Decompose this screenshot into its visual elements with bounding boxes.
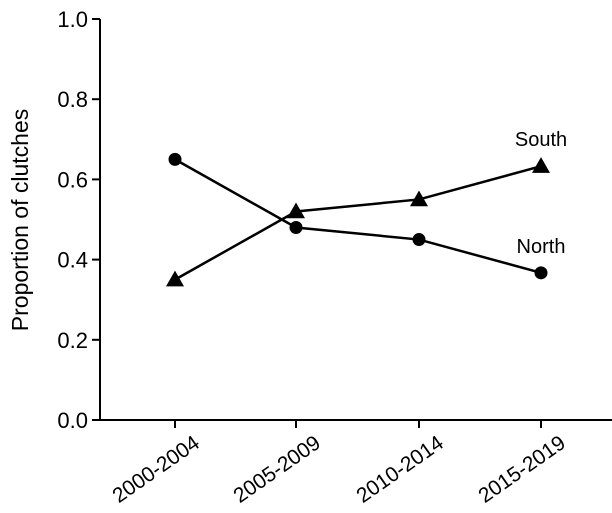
axes	[99, 19, 612, 421]
y-tick-label: 0.6	[57, 167, 88, 192]
x-tick-label: 2015-2019	[474, 431, 569, 507]
y-tick-label: 0.2	[57, 328, 88, 353]
y-tick-label: 1.0	[57, 7, 88, 32]
x-ticks: 2000-2004 2005-2009 2010-2014 2015-2019	[108, 420, 570, 508]
data-point-circle	[289, 221, 303, 235]
data-point-triangle	[287, 202, 305, 219]
data-point-triangle	[532, 157, 550, 173]
y-tick-label: 0.8	[57, 87, 88, 112]
series-north: North	[168, 152, 566, 280]
x-tick-label: 2010-2014	[352, 431, 448, 508]
data-point-circle	[168, 152, 182, 166]
y-tick-label: 0.4	[57, 248, 88, 273]
series: North South	[166, 129, 567, 287]
series-south: South	[166, 129, 567, 287]
data-point-circle	[412, 233, 426, 247]
x-tick-label: 2000-2004	[108, 431, 204, 508]
series-label: North	[517, 236, 566, 258]
data-point-triangle	[410, 190, 428, 207]
y-axis-title: Proportion of clutches	[7, 109, 33, 331]
data-point-circle	[534, 266, 548, 280]
y-ticks: 0.0 0.2 0.4 0.6 0.8 1.0	[57, 7, 100, 433]
series-line	[174, 164, 542, 281]
x-tick-label: 2005-2009	[229, 431, 324, 507]
series-label: South	[515, 129, 567, 151]
series-line	[174, 158, 542, 275]
data-point-triangle	[166, 270, 184, 287]
y-tick-label: 0.0	[57, 408, 88, 433]
